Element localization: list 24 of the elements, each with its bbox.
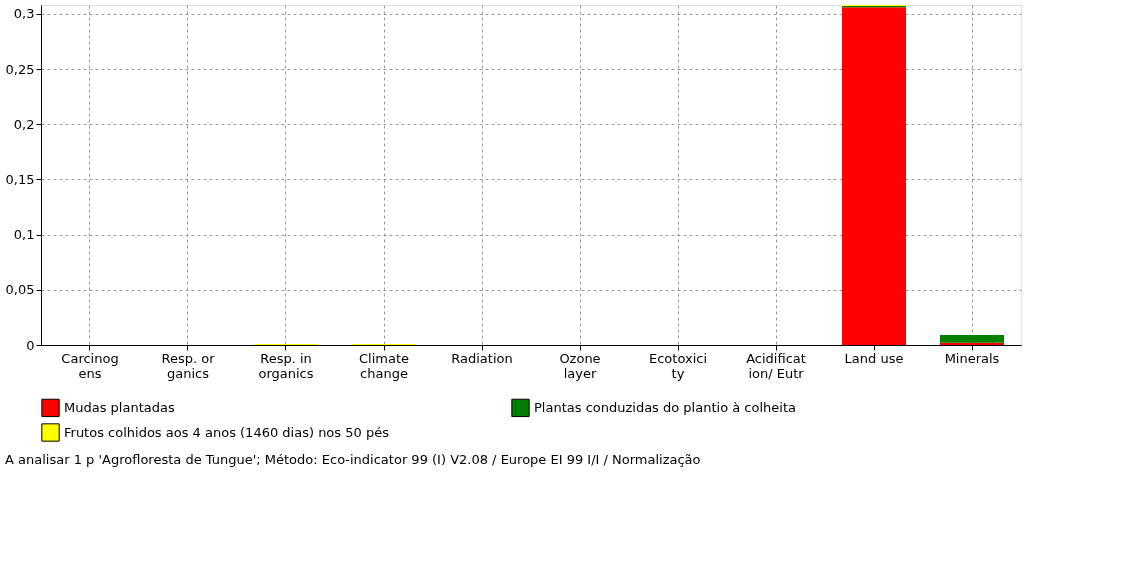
x-tick-label: Ozone layer [559,350,601,381]
x-tick-label: Ecotoxici ty [648,350,708,381]
y-tick-label: 0,15 [5,171,35,187]
x-tick-label: Radiation [451,350,513,366]
y-tick-label: 0 [26,337,35,353]
x-tick-label: Resp. in organics [258,350,314,381]
legend-label: Mudas plantadas [64,399,175,415]
y-tick-label: 0,05 [5,282,35,298]
text: A analisar 1 p 'Agrofloresta de Tungue'; Método: Eco-indicator 99 (I) V2.08 / Europe EI 99 I/I / Normalização [5,452,701,467]
y-tick-label: 0,25 [5,61,35,77]
legend-label: Plantas conduzidas do plantio à colheita [534,399,796,415]
y-tick-label: 0,1 [13,227,35,243]
bar [842,7,906,345]
x-tick-label: Land use [844,350,904,366]
x-tick-label: Climate change [358,350,410,381]
legend-label: Frutos colhidos aos 4 anos (1460 dias) nos 50 pés [64,424,390,440]
x-tick-label: Acidificat ion/ Eutr [746,350,806,381]
x-tick-label: Resp. or ganics [161,350,216,381]
bar [940,342,1004,345]
x-tick-label: Carcinog ens [61,350,119,381]
y-tick-label: 0,2 [13,116,35,132]
y-tick-label: 0,3 [13,6,35,22]
x-tick-label: Minerals [944,350,1000,366]
bar [940,335,1004,343]
